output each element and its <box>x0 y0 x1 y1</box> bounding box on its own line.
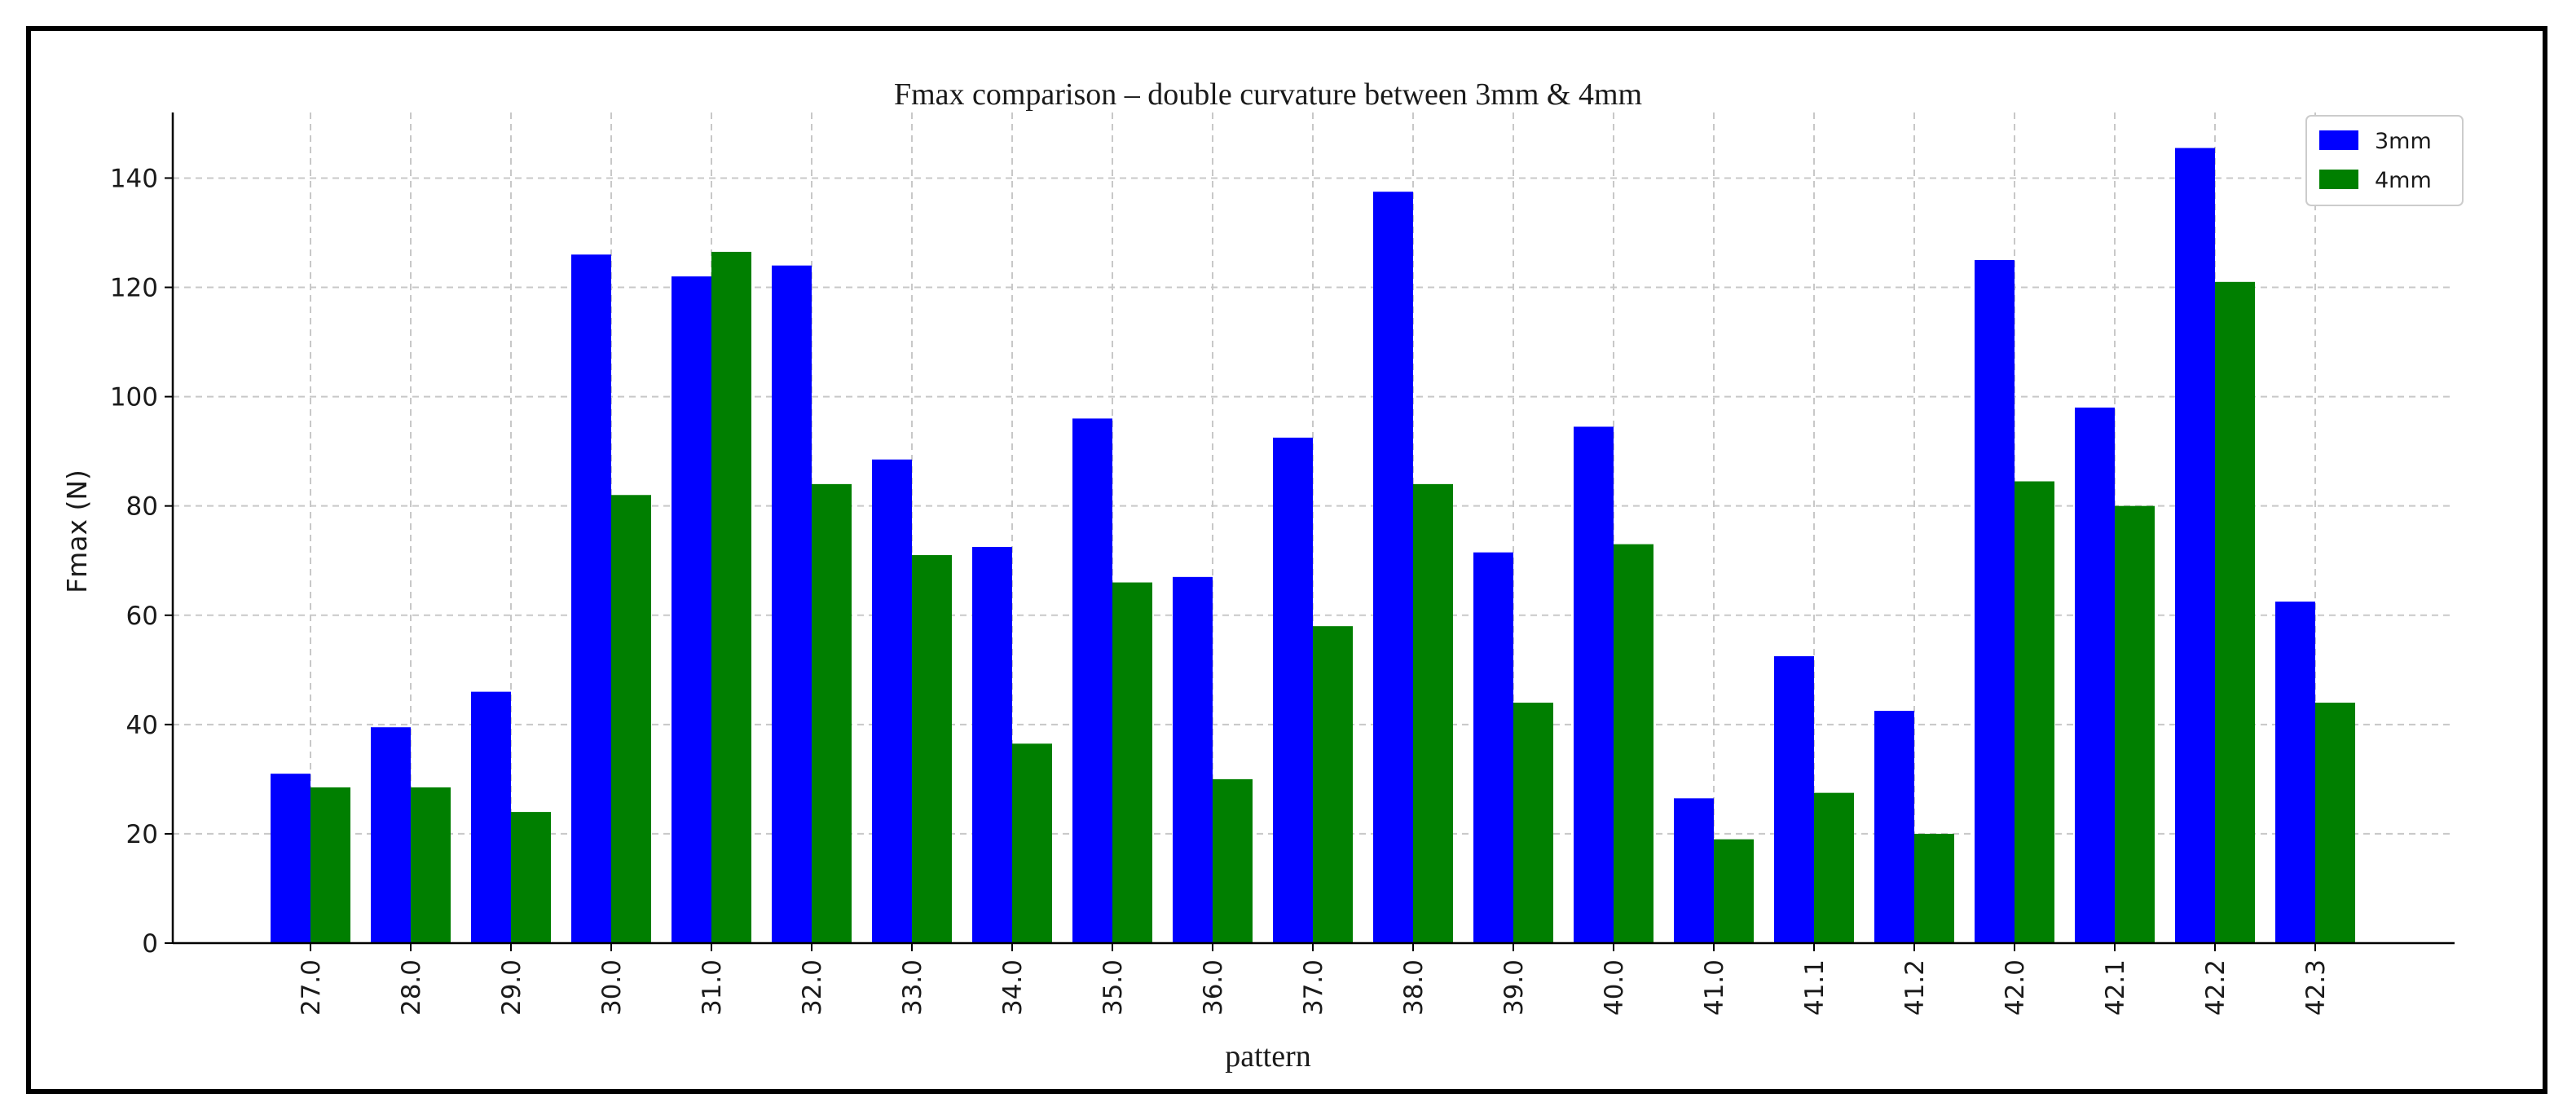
bar-3mm-30.0 <box>571 254 611 944</box>
bar-3mm-42.0 <box>1975 260 2015 943</box>
x-tick-label: 32.0 <box>798 959 827 1016</box>
legend-swatch-4mm <box>2319 170 2358 189</box>
bar-3mm-42.2 <box>2175 148 2215 943</box>
chart-title: Fmax comparison – double curvature betwe… <box>894 77 1642 112</box>
x-axis-label: pattern <box>1225 1039 1311 1074</box>
legend-label-3mm: 3mm <box>2375 129 2432 154</box>
bar-3mm-35.0 <box>1072 418 1112 943</box>
x-tick-label: 42.0 <box>2001 959 2030 1016</box>
bar-3mm-27.0 <box>271 774 310 943</box>
x-tick-label: 41.1 <box>1800 959 1830 1016</box>
bar-3mm-29.0 <box>471 691 511 943</box>
x-tick-label: 35.0 <box>1099 959 1128 1016</box>
bars <box>271 148 2355 944</box>
x-tick-label: 31.0 <box>698 959 727 1016</box>
x-tick-label: 41.0 <box>1700 959 1729 1016</box>
bar-3mm-40.0 <box>1574 426 1614 943</box>
bar-4mm-41.1 <box>1814 792 1854 943</box>
x-tick-label: 42.2 <box>2201 959 2230 1016</box>
x-tick-label: 39.0 <box>1499 959 1529 1016</box>
bar-4mm-42.2 <box>2215 281 2255 943</box>
bar-3mm-39.0 <box>1473 552 1513 943</box>
bar-3mm-38.0 <box>1373 192 1413 944</box>
y-tick-label: 140 <box>110 164 158 193</box>
bar-4mm-28.0 <box>411 787 451 943</box>
x-tick-label: 38.0 <box>1399 959 1429 1016</box>
x-tick-label: 40.0 <box>1600 959 1629 1016</box>
y-tick-label: 60 <box>126 602 158 631</box>
bar-4mm-42.3 <box>2315 703 2355 943</box>
bar-3mm-41.0 <box>1674 798 1714 943</box>
bar-4mm-27.0 <box>310 787 350 943</box>
y-tick-label: 40 <box>126 711 158 740</box>
bar-3mm-36.0 <box>1173 576 1213 943</box>
bar-4mm-31.0 <box>711 251 751 943</box>
x-tick-label: 30.0 <box>597 959 627 1016</box>
bar-4mm-34.0 <box>1012 743 1052 943</box>
x-tick-label: 36.0 <box>1199 959 1228 1016</box>
legend-swatch-3mm <box>2319 130 2358 150</box>
bar-4mm-35.0 <box>1112 582 1152 943</box>
x-tick-label: 34.0 <box>998 959 1028 1016</box>
bar-4mm-42.1 <box>2115 505 2155 943</box>
bar-4mm-41.2 <box>1914 833 1954 943</box>
axes <box>165 112 2455 951</box>
bar-3mm-42.3 <box>2275 602 2315 943</box>
y-tick-label: 0 <box>142 929 158 959</box>
bar-4mm-30.0 <box>611 495 651 943</box>
y-tick-label: 80 <box>126 492 158 522</box>
bar-3mm-32.0 <box>772 265 812 943</box>
bar-3mm-41.2 <box>1874 711 1914 943</box>
tick-labels: 0 20 40 60 80 100 120 140 27.0 28.0 29.0 30.0 31.0 32… <box>110 164 2331 1016</box>
bar-4mm-37.0 <box>1313 626 1353 943</box>
bar-3mm-28.0 <box>371 727 411 943</box>
bar-3mm-41.1 <box>1774 656 1814 943</box>
bar-3mm-42.1 <box>2075 408 2115 943</box>
bar-4mm-38.0 <box>1413 483 1453 943</box>
bar-4mm-41.0 <box>1714 839 1754 943</box>
bar-4mm-40.0 <box>1614 544 1653 943</box>
bar-4mm-42.0 <box>2015 481 2054 943</box>
bar-3mm-34.0 <box>972 546 1012 943</box>
x-tick-label: 37.0 <box>1299 959 1328 1016</box>
y-tick-label: 120 <box>110 274 158 303</box>
bar-3mm-33.0 <box>872 459 912 943</box>
legend: 3mm 4mm <box>2305 115 2464 206</box>
y-axis-label: Fmax (N) <box>61 470 93 593</box>
y-tick-label: 20 <box>126 820 158 849</box>
bar-4mm-32.0 <box>812 483 852 943</box>
y-tick-label: 100 <box>110 383 158 412</box>
bar-4mm-33.0 <box>912 555 952 943</box>
x-tick-label: 42.3 <box>2301 959 2331 1016</box>
bar-4mm-36.0 <box>1213 778 1253 943</box>
x-tick-label: 42.1 <box>2101 959 2130 1016</box>
bar-4mm-29.0 <box>511 812 551 943</box>
bar-3mm-31.0 <box>672 276 711 943</box>
legend-label-4mm: 4mm <box>2375 168 2432 193</box>
x-tick-label: 33.0 <box>898 959 927 1016</box>
x-tick-label: 28.0 <box>397 959 426 1016</box>
x-tick-label: 29.0 <box>497 959 526 1016</box>
x-tick-label: 41.2 <box>1900 959 1930 1016</box>
bar-3mm-37.0 <box>1273 437 1313 943</box>
x-tick-label: 27.0 <box>297 959 326 1016</box>
bar-4mm-39.0 <box>1513 703 1553 943</box>
